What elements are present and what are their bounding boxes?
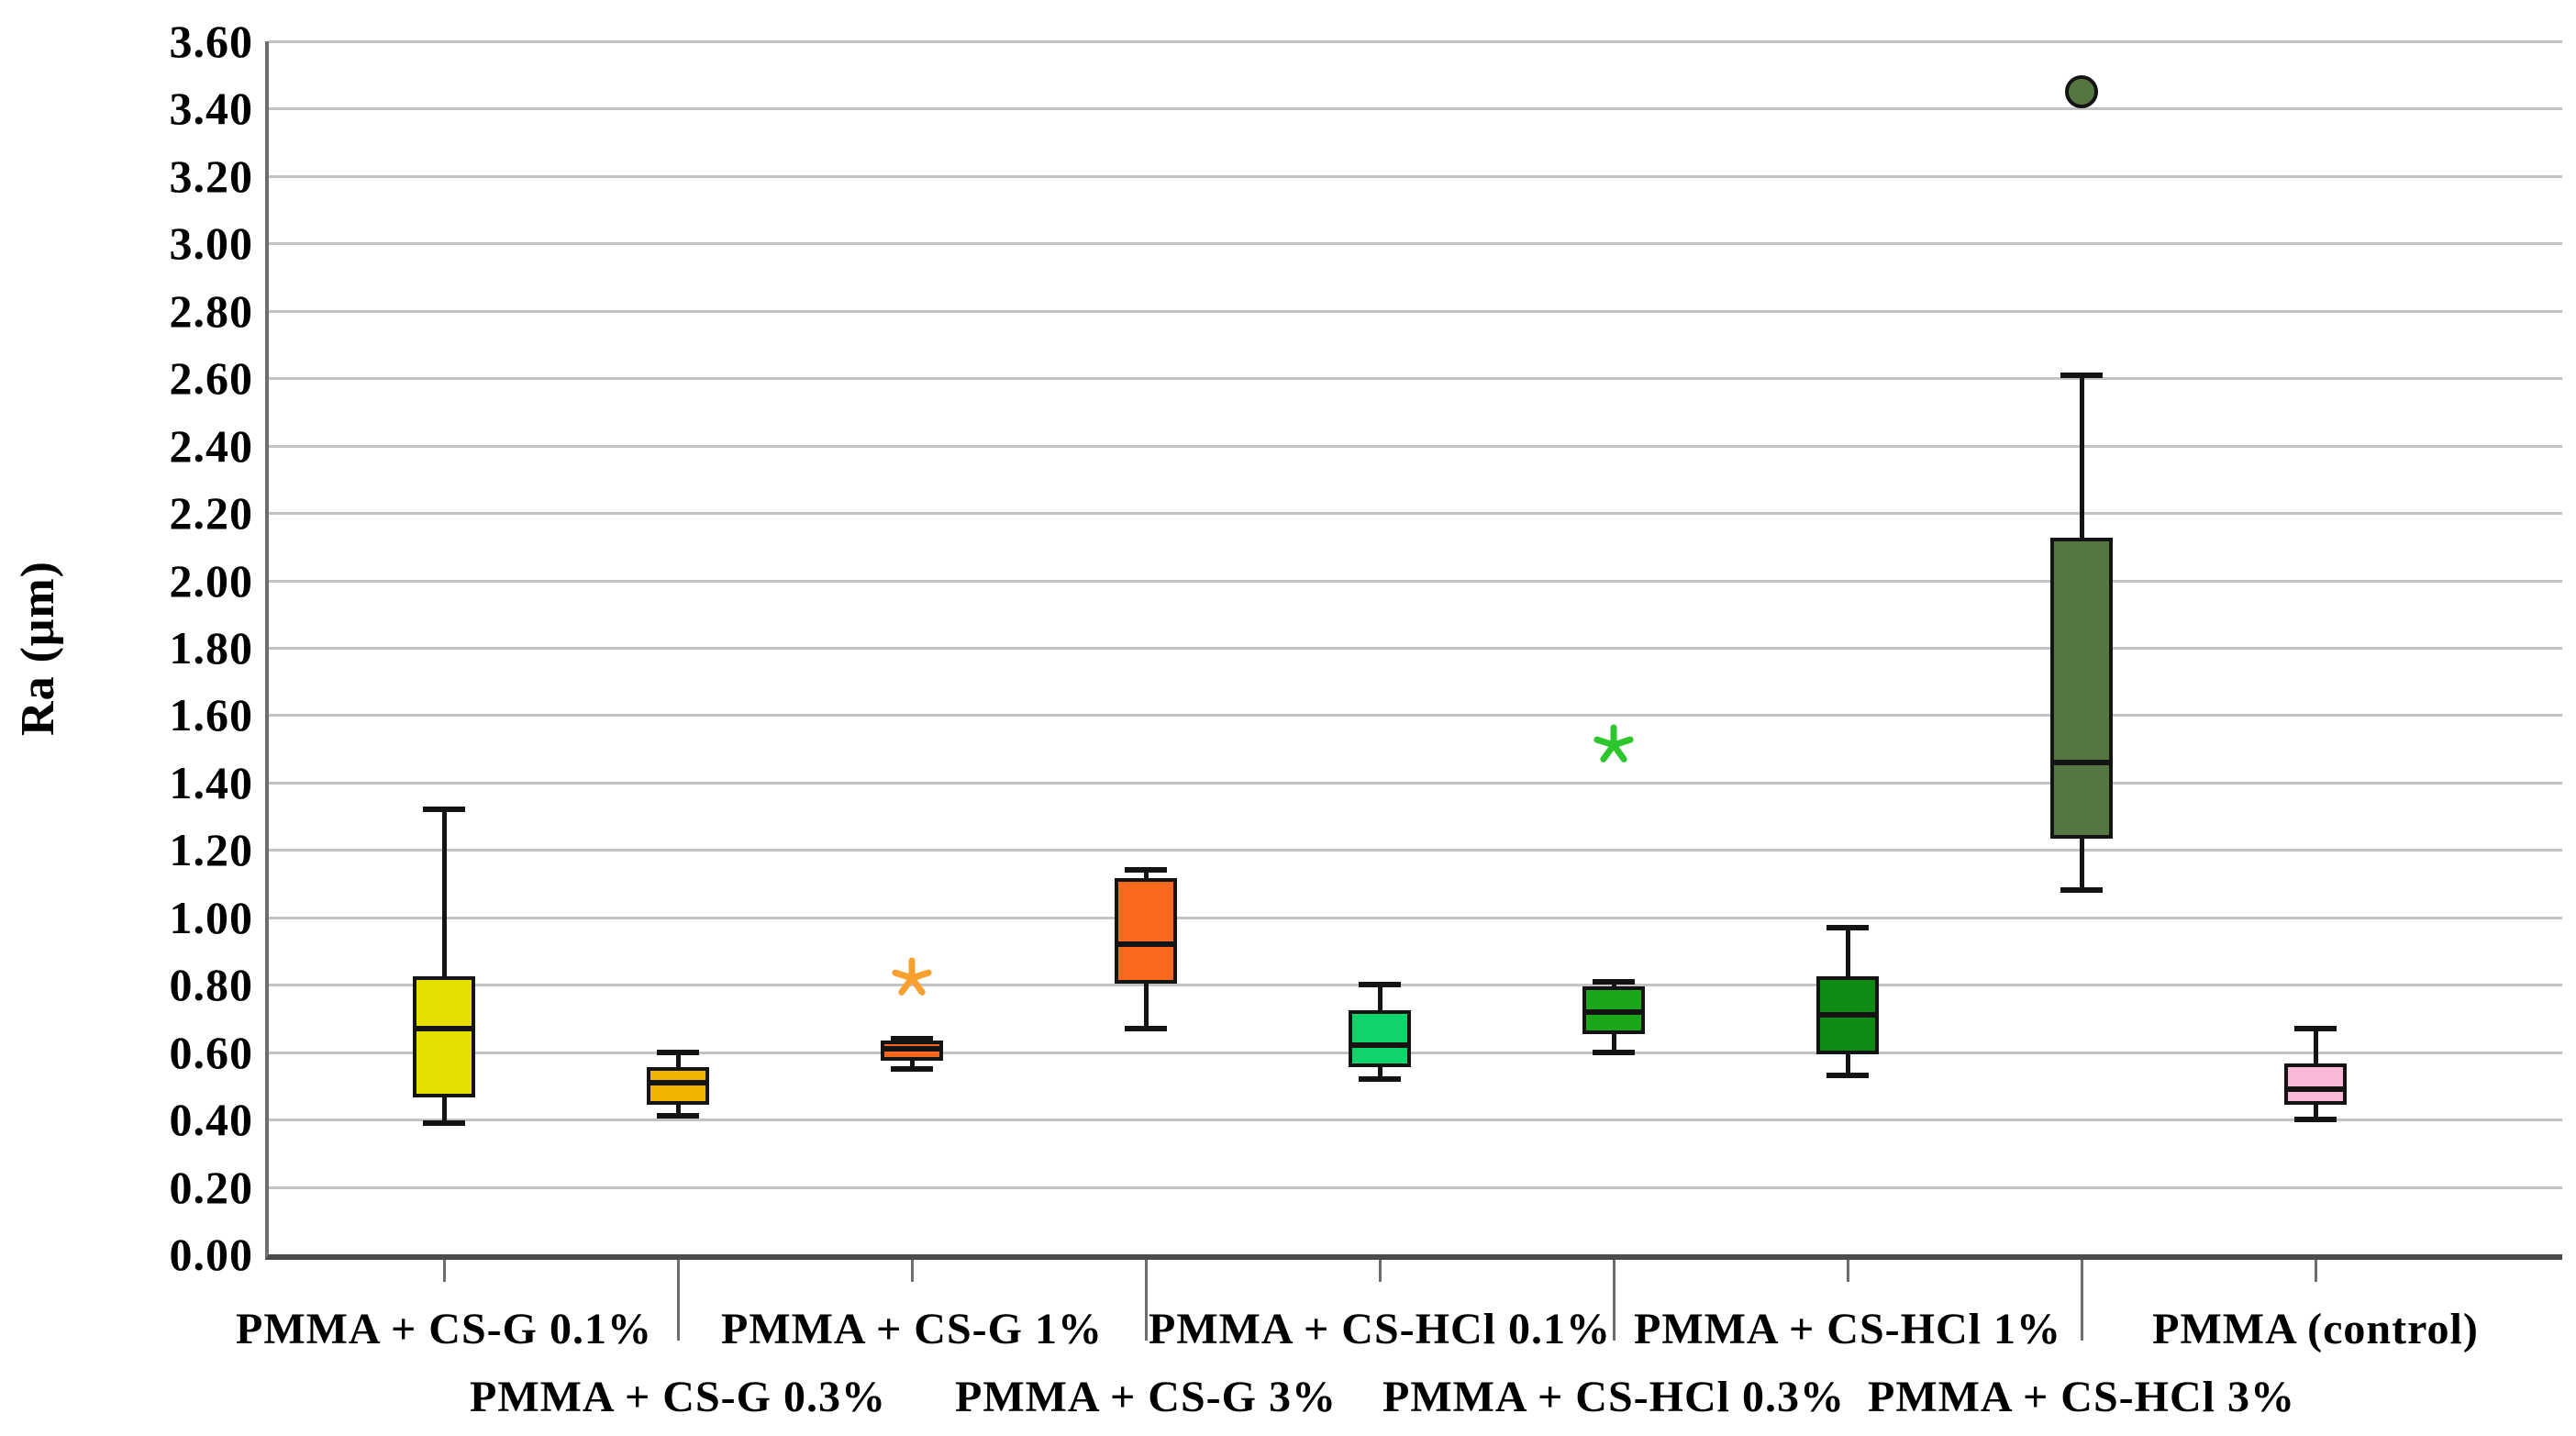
y-tick-label: 2.20 <box>169 487 253 540</box>
asterisk-outlier-icon <box>1592 723 1636 767</box>
y-axis-tick-labels: 0.00 0.20 0.40 0.60 0.80 1.00 1.20 1.40 1.60 1.80… <box>0 16 253 1280</box>
whisker-cap <box>1593 1049 1635 1055</box>
box <box>647 1067 709 1105</box>
y-tick-label: 1.00 <box>169 891 253 943</box>
x-category-label: PMMA + CS-G 1% <box>721 1305 1103 1353</box>
median-line <box>647 1079 709 1085</box>
whisker-cap <box>2294 1025 2337 1031</box>
box <box>2050 538 2113 839</box>
box <box>1349 1009 1411 1068</box>
y-tick-label: 0.60 <box>169 1026 253 1078</box>
x-category-label: PMMA + CS-HCl 3% <box>1868 1373 2295 1421</box>
median-line <box>2050 759 2113 765</box>
whisker-line <box>441 809 447 1123</box>
x-axis-tick <box>1378 1260 1382 1282</box>
gridline <box>269 849 2562 852</box>
gridline <box>269 984 2562 987</box>
y-tick-label: 2.00 <box>169 554 253 607</box>
whisker-cap <box>657 1049 699 1055</box>
box <box>1115 878 1177 984</box>
x-axis-tick <box>1144 1260 1148 1341</box>
gridline <box>269 1119 2562 1122</box>
circle-outlier-icon <box>2065 75 2098 109</box>
gridline <box>269 40 2562 43</box>
whisker-cap <box>423 807 465 813</box>
x-axis-tick <box>2314 1260 2317 1282</box>
y-tick-label: 0.20 <box>169 1161 253 1213</box>
gridline <box>269 107 2562 111</box>
y-tick-label: 2.40 <box>169 419 253 472</box>
gridline <box>269 647 2562 650</box>
box <box>2284 1063 2347 1105</box>
whisker-cap <box>1359 982 1401 988</box>
gridline <box>269 512 2562 516</box>
y-tick-label: 1.40 <box>169 756 253 808</box>
y-tick-label: 2.60 <box>169 352 253 405</box>
y-tick-label: 0.80 <box>169 959 253 1011</box>
whisker-cap <box>891 1066 933 1073</box>
x-category-label: PMMA + CS-HCl 0.1% <box>1149 1305 1611 1353</box>
gridline <box>269 1051 2562 1054</box>
gridline <box>269 174 2562 178</box>
median-line <box>1349 1042 1411 1049</box>
gridline <box>269 714 2562 718</box>
median-line <box>1582 1008 1645 1015</box>
gridline <box>269 444 2562 448</box>
x-axis-tick <box>910 1260 914 1282</box>
y-tick-label: 1.60 <box>169 689 253 741</box>
y-tick-label: 3.40 <box>169 83 253 135</box>
whisker-cap <box>1827 924 1869 930</box>
whisker-cap <box>2060 887 2103 894</box>
gridline <box>269 377 2562 381</box>
whisker-cap <box>657 1113 699 1119</box>
whisker-cap <box>1827 1073 1869 1079</box>
median-line <box>881 1045 943 1052</box>
median-line <box>1816 1012 1879 1019</box>
x-category-label: PMMA (control) <box>2152 1305 2479 1353</box>
y-tick-label: 0.00 <box>169 1229 253 1280</box>
box <box>413 975 475 1098</box>
plot-area <box>265 40 2562 1260</box>
gridline <box>269 579 2562 583</box>
y-tick-label: 2.80 <box>169 284 253 337</box>
y-tick-label: 1.80 <box>169 622 253 673</box>
x-axis-tick <box>676 1260 680 1341</box>
gridline <box>269 309 2562 313</box>
gridline <box>269 916 2562 919</box>
gridline <box>269 242 2562 246</box>
y-tick-label: 1.20 <box>169 824 253 876</box>
whisker-cap <box>1125 1025 1167 1031</box>
median-line <box>2284 1086 2347 1093</box>
y-tick-label: 3.20 <box>169 150 253 202</box>
y-tick-label: 3.60 <box>169 16 253 67</box>
whisker-cap <box>1593 978 1635 985</box>
median-line <box>1115 941 1177 948</box>
whisker-cap <box>891 1035 933 1041</box>
whisker-cap <box>2060 372 2103 378</box>
whisker-cap <box>423 1119 465 1126</box>
x-category-label: PMMA + CS-HCl 0.3% <box>1382 1373 1845 1421</box>
x-axis-tick <box>1612 1260 1616 1341</box>
median-line <box>413 1025 475 1031</box>
y-tick-label: 0.40 <box>169 1094 253 1146</box>
gridline <box>269 781 2562 785</box>
x-axis-tick <box>1846 1260 1849 1282</box>
whisker-cap <box>2294 1117 2337 1123</box>
x-axis-tick <box>442 1260 446 1282</box>
whisker-cap <box>1125 867 1167 874</box>
x-category-label: PMMA + CS-HCl 1% <box>1634 1305 2061 1353</box>
y-tick-label: 3.00 <box>169 217 253 270</box>
x-axis-tick <box>2080 1260 2083 1341</box>
x-category-label: PMMA + CS-G 0.3% <box>470 1373 886 1421</box>
x-category-label: PMMA + CS-G 0.1% <box>236 1305 652 1353</box>
whisker-cap <box>1359 1076 1401 1083</box>
x-category-label: PMMA + CS-G 3% <box>955 1373 1337 1421</box>
gridline <box>269 1186 2562 1189</box>
asterisk-outlier-icon <box>890 956 934 1000</box>
